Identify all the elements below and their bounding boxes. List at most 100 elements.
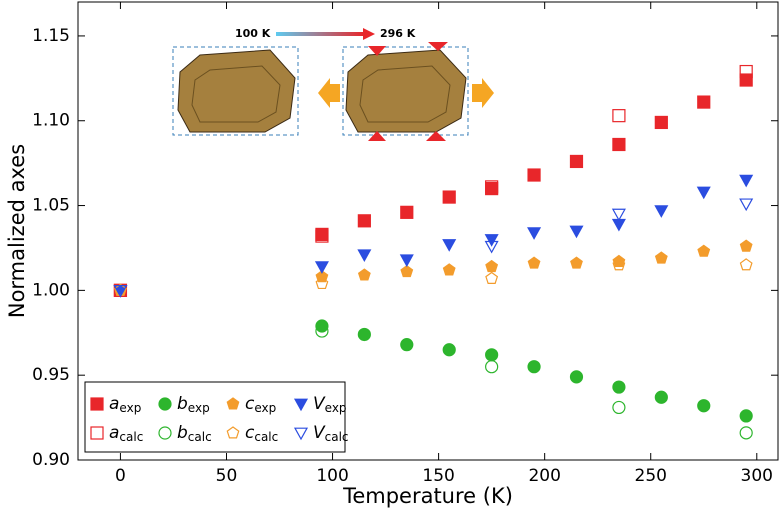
point — [315, 276, 329, 290]
legend-label: aexp — [109, 394, 141, 415]
arrow — [472, 78, 494, 108]
point — [527, 360, 541, 374]
legend-marker — [90, 426, 104, 440]
x-tick-label: 100 — [316, 466, 348, 486]
point — [697, 244, 711, 257]
arrow — [426, 131, 446, 141]
point — [569, 154, 584, 169]
legend-subscript: calc — [254, 430, 278, 444]
legend-label: Vexp — [313, 394, 347, 415]
y-tick-label: 1.15 — [32, 26, 70, 46]
x-tick-label: 150 — [422, 466, 454, 486]
legend-marker — [226, 397, 240, 410]
crystal-texture — [191, 65, 281, 123]
x-tick-label: 300 — [741, 466, 773, 486]
legend — [84, 381, 346, 453]
point — [739, 64, 753, 79]
y-tick-label: 1.00 — [32, 280, 70, 300]
point — [400, 264, 414, 278]
legend-name: c — [245, 423, 255, 443]
legend-subscript: exp — [254, 401, 276, 415]
x-tick-label: 200 — [528, 466, 560, 486]
point — [485, 180, 499, 194]
point — [569, 225, 584, 239]
temperature-arrow — [276, 32, 364, 36]
point — [739, 409, 753, 423]
point — [697, 95, 711, 109]
crystal — [177, 49, 296, 133]
point — [357, 214, 371, 228]
x-tick-label: 0 — [115, 466, 126, 486]
point — [442, 263, 456, 276]
legend-label: bexp — [177, 394, 210, 415]
point — [739, 426, 753, 440]
legend-subscript: calc — [325, 430, 349, 444]
point — [315, 319, 329, 333]
legend-name: b — [177, 394, 188, 414]
point — [485, 360, 499, 374]
arrow — [368, 131, 386, 141]
point — [357, 327, 371, 342]
legend-label: cexp — [245, 394, 276, 415]
inset: 100 K 296 K — [172, 27, 494, 141]
point — [612, 400, 626, 415]
legend-name: a — [109, 394, 119, 414]
x-axis-label: Temperature (K) — [342, 484, 513, 508]
point — [527, 256, 541, 269]
x-tick-label: 50 — [216, 466, 238, 486]
legend-name: a — [109, 423, 119, 443]
point — [442, 239, 457, 252]
legend-label: ccalc — [245, 423, 278, 444]
legend-marker — [293, 398, 309, 412]
point — [442, 190, 456, 204]
legend-label: acalc — [109, 423, 143, 444]
point — [527, 227, 542, 240]
point — [739, 239, 753, 252]
point — [654, 251, 668, 264]
arrow — [428, 42, 448, 51]
point — [400, 338, 414, 352]
point — [611, 208, 626, 222]
legend-label: Vcalc — [313, 423, 349, 444]
point — [570, 256, 583, 269]
legend-subscript: calc — [188, 430, 212, 444]
point — [484, 234, 499, 247]
legend-name: V — [313, 394, 326, 414]
legend-marker — [226, 426, 240, 439]
arrow — [368, 46, 386, 56]
annotation: 100 K — [235, 27, 271, 40]
crystal — [345, 49, 467, 133]
point — [442, 343, 456, 357]
plot-frame — [77, 1, 779, 461]
point — [697, 399, 711, 413]
y-tick-label: 1.05 — [32, 196, 70, 216]
point — [739, 258, 753, 271]
arrow — [318, 78, 340, 108]
point — [739, 174, 754, 188]
point — [612, 254, 626, 267]
point — [485, 271, 499, 284]
legend-name: c — [245, 394, 255, 414]
point — [399, 254, 414, 268]
point — [315, 324, 329, 338]
y-tick-label: 1.10 — [32, 111, 70, 131]
legend-label: bcalc — [177, 423, 212, 444]
point — [527, 168, 541, 182]
point — [696, 186, 711, 200]
legend-marker — [158, 397, 172, 411]
point — [314, 261, 329, 274]
point — [739, 73, 753, 87]
y-axis-label: Normalized axes — [5, 144, 29, 318]
point — [612, 258, 626, 271]
legend-subscript: exp — [119, 401, 141, 415]
legend-name: V — [313, 423, 326, 443]
x-tick-label: 250 — [635, 466, 667, 486]
point — [739, 198, 754, 212]
point — [612, 137, 626, 152]
point — [654, 205, 669, 218]
point — [113, 284, 128, 298]
point — [654, 390, 668, 404]
legend-subscript: exp — [325, 401, 347, 415]
legend-marker — [293, 427, 309, 441]
